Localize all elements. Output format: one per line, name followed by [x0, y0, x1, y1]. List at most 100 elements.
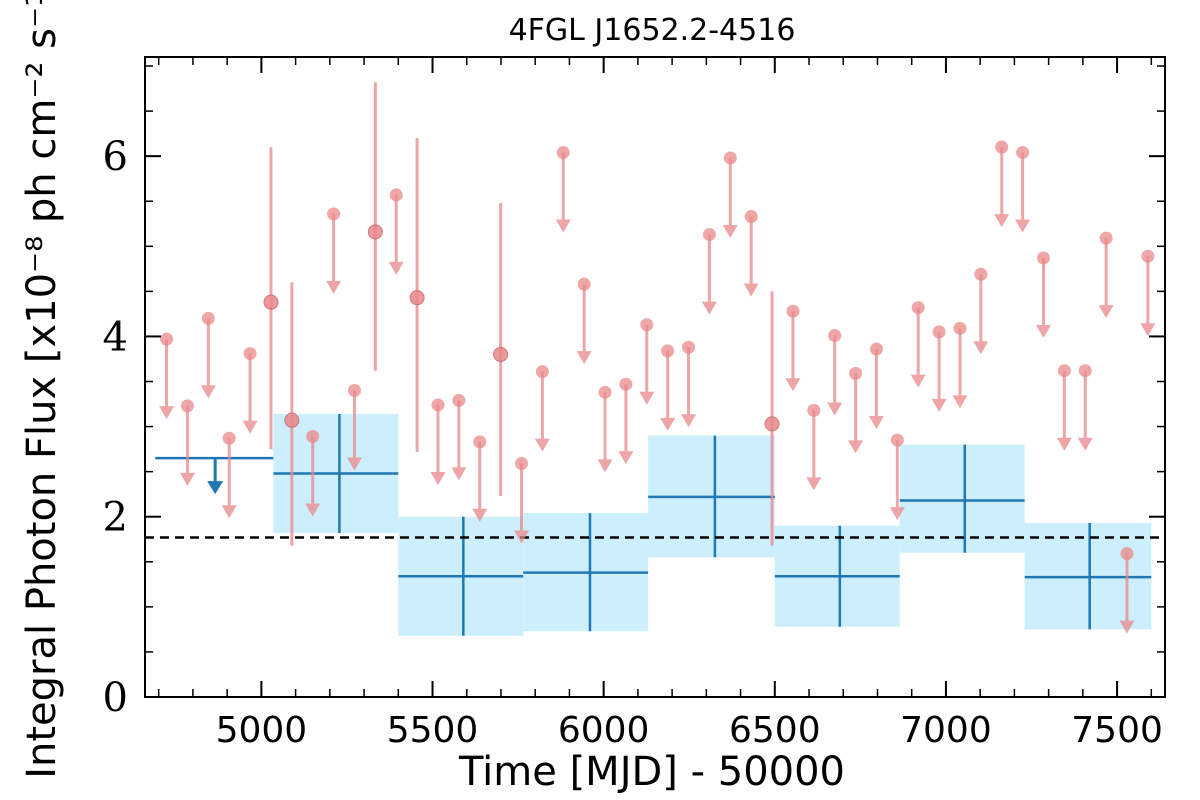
short-bin-point-8: [327, 207, 341, 221]
short-bin-upper-limit-arrow-23-head: [639, 391, 655, 405]
long-bin-upper-limit-arrow-0-head: [207, 481, 224, 495]
short-bin-point-20: [577, 277, 591, 291]
short-bin-point-11: [389, 188, 403, 202]
short-bin-upper-limit-arrow-42-head: [1035, 325, 1051, 339]
short-bin-upper-limit-arrow-47: [1140, 256, 1156, 337]
short-bin-detection-29: [764, 416, 780, 432]
short-bin-upper-limit-arrow-22-head: [618, 451, 634, 465]
short-bin-point-47: [1141, 249, 1155, 263]
short-bin-upper-limit-arrow-2: [200, 318, 216, 399]
short-bin-upper-limit-arrow-19-head: [555, 219, 571, 233]
short-bin-point-14: [452, 393, 466, 407]
short-bin-point-25: [682, 340, 696, 354]
short-bin-upper-limit-arrow-17: [514, 463, 530, 544]
short-bin-point-33: [849, 366, 863, 380]
short-bin-upper-limit-arrow-20: [576, 284, 592, 365]
short-bin-point-30: [786, 304, 800, 318]
short-bin-upper-limit-arrow-39-head: [973, 341, 989, 355]
short-bin-point-38: [953, 321, 967, 335]
short-bin-upper-limit-arrow-3-head: [221, 505, 237, 519]
short-bin-upper-limit-arrow-7-head: [305, 503, 321, 517]
short-bin-upper-limit-arrow-15: [472, 441, 488, 522]
short-bin-point-36: [911, 301, 925, 315]
short-bin-upper-limit-arrow-14: [451, 400, 467, 481]
short-bin-point-22: [619, 377, 633, 391]
short-bin-upper-limit-arrow-40: [994, 147, 1010, 228]
short-bin-point-18: [535, 365, 549, 379]
short-bin-upper-limit-arrow-8-head: [326, 280, 342, 294]
axis-ticks: [145, 57, 1165, 698]
long-bin-bands: [273, 413, 1152, 636]
short-bin-point-1: [180, 399, 194, 413]
short-bin-upper-limit-arrow-24: [660, 350, 676, 431]
short-bin-upper-limit-arrow-36: [910, 307, 926, 388]
short-bin-point-3: [222, 431, 236, 445]
short-bin-upper-limit-arrow-28: [743, 216, 759, 297]
short-bin-upper-limit-arrow-44: [1077, 370, 1093, 451]
short-bin-point-2: [201, 311, 215, 325]
short-bin-upper-limit-arrow-0-head: [159, 406, 175, 420]
short-bin-upper-limit-arrow-32-head: [827, 402, 843, 416]
short-bin-upper-limit-arrow-20-head: [576, 351, 592, 365]
short-bin-upper-limit-arrow-31-head: [806, 477, 822, 491]
short-bin-point-17: [515, 457, 529, 471]
short-bin-point-23: [640, 318, 654, 332]
short-bin-upper-limit-arrow-26-head: [701, 301, 717, 315]
short-bin-upper-limit-arrow-42: [1035, 258, 1051, 339]
y-tick-label-6: 6: [103, 134, 128, 180]
short-bin-upper-limit-arrow-39: [973, 274, 989, 355]
short-bin-upper-limit-arrow-0: [159, 339, 175, 420]
short-bin-upper-limit-arrow-37-head: [931, 398, 947, 412]
long-bin-band-6: [899, 444, 1025, 553]
short-bin-upper-limit-arrow-21: [597, 392, 613, 473]
short-bin-upper-limit-arrow-45: [1098, 238, 1114, 319]
short-bin-point-39: [974, 267, 988, 281]
short-bin-upper-limit-arrow-37: [931, 331, 947, 412]
x-tick-labels: 5000 5500 6000 6500 7000 7500: [216, 710, 1163, 751]
short-bin-upper-limit-arrow-13-head: [430, 471, 446, 485]
short-bin-point-45: [1099, 231, 1113, 245]
y-tick-label-2: 2: [103, 495, 128, 541]
short-bin-point-9: [347, 384, 361, 398]
short-bin-point-27: [723, 151, 737, 165]
short-bin-upper-limit-arrow-15-head: [472, 508, 488, 522]
short-bin-point-28: [744, 210, 758, 224]
x-tick-label-6000: 6000: [558, 710, 650, 751]
short-bin-point-34: [869, 342, 883, 356]
short-bin-upper-limit-arrow-18: [534, 371, 550, 452]
short-bin-point-41: [1016, 146, 1030, 160]
short-bin-upper-limit-arrow-13: [430, 404, 446, 485]
short-bin-upper-limit-arrow-47-head: [1140, 323, 1156, 337]
short-bin-upper-limit-arrow-27-head: [722, 224, 738, 238]
short-bin-detection-5: [263, 294, 279, 310]
x-tick-label-7000: 7000: [900, 710, 992, 751]
short-bin-upper-limit-arrow-33-head: [848, 440, 864, 454]
short-bin-upper-limit-arrow-34: [868, 349, 884, 430]
short-bin-point-19: [556, 146, 570, 160]
short-bin-point-32: [828, 329, 842, 343]
short-bin-upper-limit-arrow-1: [179, 405, 195, 486]
short-bin-upper-limit-arrow-14-head: [451, 467, 467, 481]
short-bin-upper-limit-arrow-19: [555, 152, 571, 233]
short-bin-upper-limit-arrow-35-head: [889, 507, 905, 521]
short-bin-detection-10: [367, 224, 383, 240]
short-bin-upper-limit-arrow-38-head: [952, 395, 968, 409]
short-bin-upper-limit-arrow-38: [952, 328, 968, 409]
short-bin-point-26: [702, 228, 716, 242]
short-bin-point-31: [807, 403, 821, 417]
short-bin-upper-limit-arrow-46: [1119, 553, 1135, 634]
short-bin-upper-limit-arrow-44-head: [1077, 437, 1093, 451]
short-bin-point-35: [890, 433, 904, 447]
short-bin-detection-12: [409, 290, 425, 306]
short-bin-upper-limit-arrow-26: [701, 234, 717, 315]
short-bin-upper-limit-arrow-33: [848, 373, 864, 454]
short-bin-upper-limit-arrow-31: [806, 410, 822, 491]
short-bin-upper-limit-arrow-41: [1015, 152, 1031, 233]
x-tick-label-7500: 7500: [1071, 710, 1163, 751]
short-bin-upper-limit-arrow-4-head: [242, 420, 258, 434]
short-bin-upper-limit-arrow-43: [1056, 370, 1072, 451]
short-bin-point-44: [1078, 364, 1092, 378]
short-bin-upper-limit-arrow-22: [618, 384, 634, 465]
short-bin-upper-limit-arrow-36-head: [910, 374, 926, 388]
